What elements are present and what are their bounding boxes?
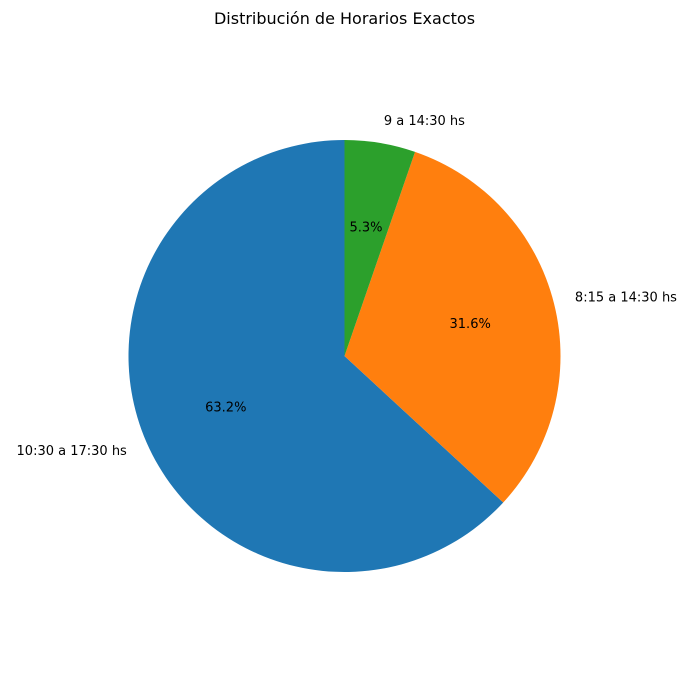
slice-percent-label: 5.3% (349, 221, 382, 236)
pie-slice (344, 151, 561, 503)
slice-percent-label: 31.6% (450, 317, 491, 332)
pie-slices (128, 140, 561, 572)
chart-title: Distribución de Horarios Exactos (214, 9, 475, 28)
pie-slice (344, 140, 416, 356)
slice-label: 10:30 a 17:30 hs (17, 444, 128, 459)
slice-percent-label: 63.2% (205, 400, 246, 415)
pie-slice (128, 140, 504, 572)
pie-labels: 10:30 a 17:30 hs 63.2% 8:15 a 14:30 hs 31.6… (17, 114, 678, 459)
slice-label: 8:15 a 14:30 hs (575, 291, 677, 306)
slice-label: 9 a 14:30 hs (384, 114, 465, 129)
